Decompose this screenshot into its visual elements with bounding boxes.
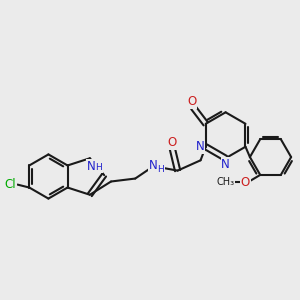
Text: H: H (95, 163, 102, 172)
Text: N: N (221, 158, 230, 171)
Text: O: O (168, 136, 177, 149)
Text: Cl: Cl (4, 178, 16, 191)
Text: N: N (148, 159, 157, 172)
Text: N: N (196, 140, 205, 153)
Text: CH₃: CH₃ (217, 177, 235, 187)
Text: H: H (158, 165, 164, 174)
Text: N: N (87, 160, 96, 173)
Text: O: O (187, 95, 196, 108)
Text: O: O (241, 176, 250, 189)
